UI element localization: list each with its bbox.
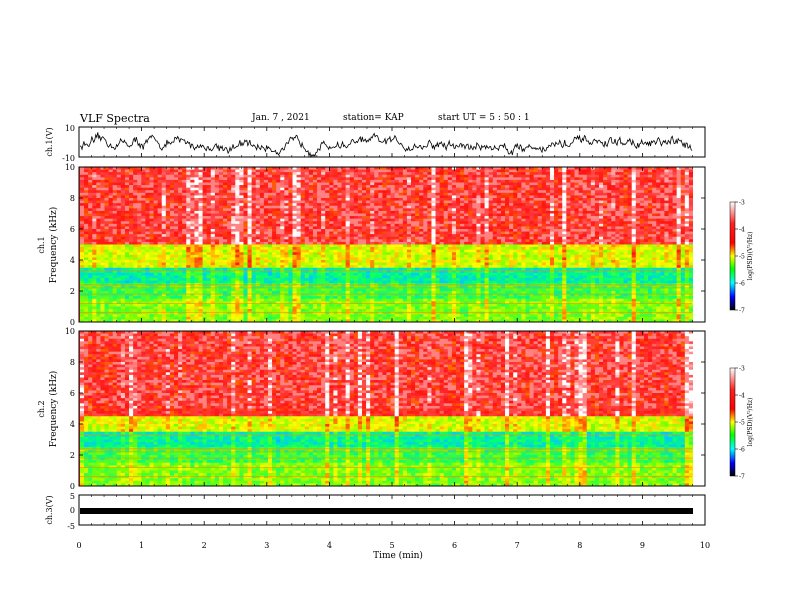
ch3-ytick-bottom: -5	[67, 522, 75, 531]
panel-ch1-waveform: 10 -10 ch.1(V)	[45, 124, 706, 163]
x-tick-label: 9	[640, 541, 645, 550]
spec2-ylabel-channel: ch.2	[37, 400, 46, 417]
station-label: station= KAP	[343, 113, 404, 123]
chart-title: VLF Spectra	[80, 112, 150, 125]
colorbar-tick-label: -3	[739, 366, 745, 373]
x-axis-label: Time (min)	[373, 550, 423, 561]
spec-ytick-label: 8	[70, 358, 75, 367]
spec-ytick-label: 10	[65, 163, 75, 172]
x-tick-label: 5	[389, 541, 394, 550]
spec2-ylabel: Frequency (kHz)	[48, 371, 59, 448]
colorbar-tick-label: -7	[739, 308, 745, 315]
x-tick-label: 10	[700, 541, 710, 550]
x-tick-label: 2	[202, 541, 207, 550]
ch1-trace	[79, 132, 693, 158]
colorbar-tick-label: -7	[739, 474, 745, 481]
ch1-ytick-bottom: -10	[62, 154, 75, 163]
x-tick-label: 3	[264, 541, 269, 550]
ch3-ylabel: ch.3(V)	[45, 495, 54, 524]
colorbar-2	[729, 367, 736, 477]
x-tick-label: 1	[139, 541, 144, 550]
colorbar-tick-label: -3	[739, 200, 745, 207]
colorbar-tick-label: -6	[739, 447, 745, 454]
colorbar-1	[729, 201, 736, 311]
spec-ytick-label: 2	[70, 287, 75, 296]
spec-ytick-label: 0	[70, 318, 75, 327]
spec-ytick-label: 10	[65, 327, 75, 336]
spec-ytick-label: 4	[70, 420, 75, 429]
ch3-signal-band	[80, 508, 693, 514]
spec-ytick-label: 6	[70, 389, 75, 398]
x-tick-label: 7	[515, 541, 520, 550]
ch1-ylabel: ch.1(V)	[45, 127, 54, 156]
x-tick-label: 4	[327, 541, 332, 550]
colorbar-1-label: log(PSD)(V²/Hz)	[747, 232, 754, 281]
spec1-ylabel-channel: ch.1	[37, 236, 46, 253]
x-tick-label: 0	[76, 541, 81, 550]
x-tick-label: 6	[452, 541, 457, 550]
colorbar-2-label: log(PSD)(V²/Hz)	[747, 398, 754, 447]
spec1-ylabel: Frequency (kHz)	[48, 207, 59, 284]
colorbar-tick-label: -4	[739, 393, 745, 400]
ch2-spectrogram-image	[79, 331, 705, 487]
ch1-ytick-top: 10	[65, 124, 75, 133]
spec-ytick-label: 0	[70, 482, 75, 491]
colorbar-tick-label: -5	[739, 420, 745, 427]
colorbar-tick-label: -6	[739, 281, 745, 288]
ch3-ytick-top: 5	[70, 492, 75, 501]
x-tick-label: 8	[577, 541, 582, 550]
ch1-spectrogram-image	[79, 167, 705, 323]
spec-ytick-label: 2	[70, 451, 75, 460]
date-label: Jan. 7 , 2021	[252, 113, 310, 123]
start-time-label: start UT = 5 : 50 : 1	[438, 113, 530, 123]
ch3-ytick-mid: 0	[70, 506, 75, 515]
colorbar-tick-label: -5	[739, 254, 745, 261]
colorbar-tick-label: -4	[739, 227, 745, 234]
panel-ch3: 5 0 -5 ch.3(V)	[45, 492, 706, 531]
spec-ytick-label: 6	[70, 225, 75, 234]
spec-ytick-label: 8	[70, 194, 75, 203]
x-axis-ticks: 0 1 2 3 4 5 6 7 8 9 10	[76, 127, 710, 550]
spec-ytick-label: 4	[70, 256, 75, 265]
